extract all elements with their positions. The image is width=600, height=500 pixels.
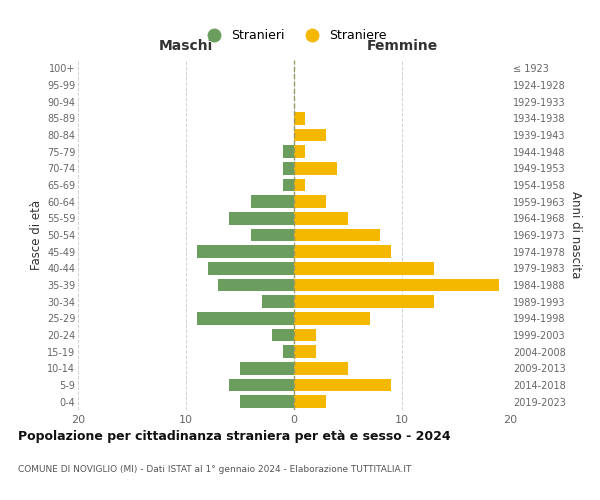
Y-axis label: Anni di nascita: Anni di nascita xyxy=(569,192,583,278)
Text: COMUNE DI NOVIGLIO (MI) - Dati ISTAT al 1° gennaio 2024 - Elaborazione TUTTITALI: COMUNE DI NOVIGLIO (MI) - Dati ISTAT al … xyxy=(18,465,412,474)
Bar xyxy=(283,146,294,158)
Bar xyxy=(294,112,305,124)
Bar xyxy=(294,179,305,192)
Bar xyxy=(294,262,434,274)
Bar xyxy=(197,312,294,324)
Bar xyxy=(294,312,370,324)
Bar xyxy=(294,162,337,174)
Bar xyxy=(294,212,348,224)
Bar xyxy=(208,262,294,274)
Bar xyxy=(251,196,294,208)
Bar xyxy=(229,212,294,224)
Legend: Stranieri, Straniere: Stranieri, Straniere xyxy=(196,24,392,48)
Bar xyxy=(294,229,380,241)
Bar xyxy=(294,396,326,408)
Bar xyxy=(294,296,434,308)
Text: Popolazione per cittadinanza straniera per età e sesso - 2024: Popolazione per cittadinanza straniera p… xyxy=(18,430,451,443)
Bar xyxy=(251,229,294,241)
Bar xyxy=(294,196,326,208)
Bar xyxy=(294,329,316,341)
Bar xyxy=(294,346,316,358)
Bar xyxy=(294,362,348,374)
Bar xyxy=(283,346,294,358)
Bar xyxy=(240,396,294,408)
Bar xyxy=(294,129,326,141)
Text: Maschi: Maschi xyxy=(159,40,213,54)
Bar xyxy=(283,179,294,192)
Bar xyxy=(294,379,391,391)
Bar xyxy=(294,246,391,258)
Bar xyxy=(240,362,294,374)
Bar xyxy=(229,379,294,391)
Bar xyxy=(272,329,294,341)
Bar xyxy=(262,296,294,308)
Bar xyxy=(283,162,294,174)
Bar xyxy=(294,279,499,291)
Bar xyxy=(197,246,294,258)
Bar xyxy=(218,279,294,291)
Y-axis label: Fasce di età: Fasce di età xyxy=(29,200,43,270)
Text: Femmine: Femmine xyxy=(367,40,437,54)
Bar xyxy=(294,146,305,158)
